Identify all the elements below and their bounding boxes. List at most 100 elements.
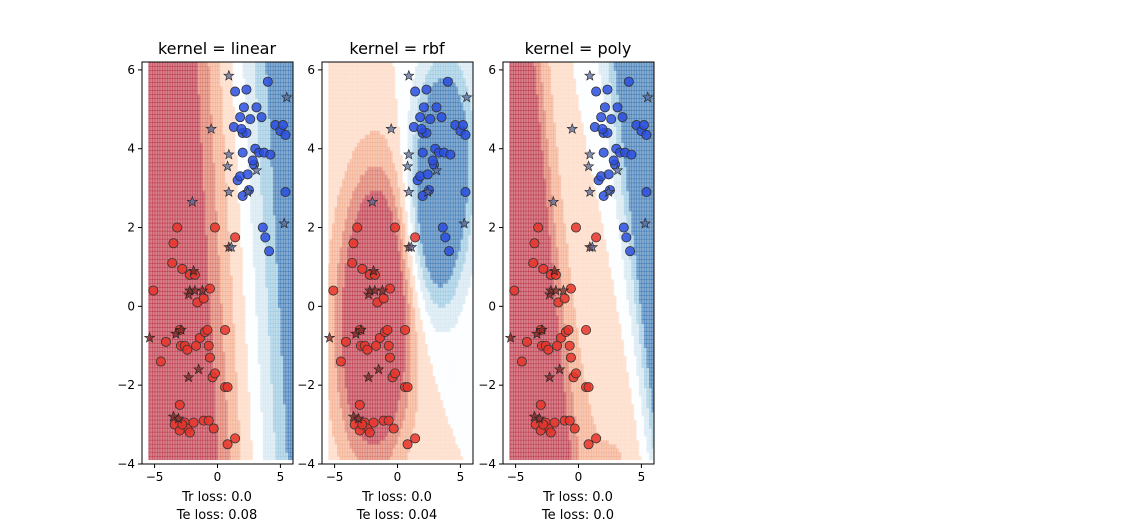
contour-cell bbox=[255, 98, 259, 103]
contour-cell bbox=[147, 411, 151, 417]
contour-cell bbox=[255, 118, 259, 123]
contour-cell bbox=[237, 267, 241, 272]
contour-cell bbox=[179, 275, 183, 280]
contour-cell bbox=[197, 246, 201, 252]
contour-cell bbox=[237, 138, 241, 143]
contour-cell bbox=[247, 407, 251, 413]
contour-cell bbox=[204, 190, 209, 196]
contour-cell bbox=[262, 74, 266, 79]
contour-cell bbox=[262, 210, 266, 216]
contour-cell bbox=[179, 186, 183, 192]
contour-cell bbox=[174, 70, 178, 75]
contour-cell bbox=[199, 94, 203, 99]
contour-cell bbox=[159, 263, 163, 268]
contour-cell bbox=[184, 174, 188, 180]
contour-cell bbox=[199, 371, 203, 377]
contour-cell bbox=[207, 86, 211, 91]
contour-cell bbox=[152, 238, 156, 244]
contour-cell bbox=[262, 383, 266, 389]
contour-cell bbox=[204, 363, 209, 369]
contour-cell bbox=[157, 102, 161, 107]
contour-cell bbox=[182, 78, 186, 83]
contour-cell bbox=[207, 70, 211, 75]
contour-cell bbox=[209, 158, 214, 164]
contour-cell bbox=[192, 331, 196, 336]
contour-cell bbox=[245, 158, 249, 164]
contour-cell bbox=[197, 427, 201, 433]
contour-cell bbox=[159, 106, 163, 111]
contour-cell bbox=[199, 234, 203, 240]
contour-cell bbox=[184, 263, 188, 268]
contour-cell bbox=[164, 222, 168, 228]
contour-cell bbox=[197, 359, 201, 365]
contour-cell bbox=[184, 258, 188, 264]
contour-cell bbox=[255, 287, 259, 292]
contour-cell bbox=[147, 327, 151, 332]
contour-cell bbox=[154, 134, 158, 139]
contour-cell bbox=[167, 74, 171, 79]
contour-cell bbox=[257, 82, 261, 87]
contour-cell bbox=[217, 339, 221, 344]
contour-cell bbox=[179, 78, 183, 83]
contour-cell bbox=[225, 106, 229, 111]
contour-cell bbox=[237, 371, 241, 377]
contour-cell bbox=[217, 258, 221, 264]
contour-cell bbox=[167, 383, 171, 389]
contour-cell bbox=[265, 451, 269, 457]
contour-cell bbox=[240, 291, 244, 296]
contour-cell bbox=[240, 90, 244, 95]
contour-cell bbox=[154, 98, 158, 103]
contour-cell bbox=[209, 110, 214, 115]
contour-cell bbox=[232, 210, 236, 216]
contour-cell bbox=[247, 359, 251, 365]
contour-cell bbox=[164, 198, 168, 204]
contour-cell bbox=[182, 198, 186, 204]
contour-cell bbox=[260, 303, 264, 308]
contour-cell bbox=[199, 423, 203, 429]
contour-cell bbox=[182, 170, 186, 176]
contour-cell bbox=[240, 138, 244, 143]
contour-cell bbox=[189, 150, 193, 156]
contour-cell bbox=[184, 383, 188, 389]
contour-cell bbox=[179, 307, 183, 312]
contour-cell bbox=[240, 455, 244, 461]
contour-cell bbox=[182, 218, 186, 224]
contour-cell bbox=[167, 423, 171, 429]
contour-cell bbox=[240, 335, 244, 340]
contour-cell bbox=[237, 250, 241, 256]
contour-cell bbox=[237, 395, 241, 401]
contour-cell bbox=[192, 230, 196, 236]
contour-cell bbox=[265, 279, 269, 284]
contour-cell bbox=[262, 323, 266, 328]
contour-cell bbox=[169, 194, 173, 200]
contour-cell bbox=[164, 311, 168, 316]
contour-cell bbox=[214, 130, 219, 135]
contour-cell bbox=[159, 138, 163, 143]
contour-cell bbox=[199, 226, 203, 232]
contour-cell bbox=[222, 427, 226, 433]
contour-cell bbox=[227, 178, 231, 184]
contour-cell bbox=[212, 447, 216, 453]
contour-cell bbox=[157, 411, 161, 417]
contour-cell bbox=[212, 411, 216, 417]
contour-cell bbox=[152, 263, 156, 268]
contour-cell bbox=[217, 391, 221, 397]
contour-cell bbox=[189, 242, 193, 248]
contour-cell bbox=[255, 218, 259, 224]
contour-cell bbox=[202, 238, 206, 244]
contour-cell bbox=[162, 214, 166, 220]
contour-cell bbox=[222, 194, 226, 200]
contour-cell bbox=[265, 431, 269, 437]
contour-cell bbox=[250, 395, 254, 401]
contour-cell bbox=[157, 258, 161, 264]
contour-cell bbox=[174, 359, 178, 365]
contour-cell bbox=[265, 254, 269, 260]
contour-cell bbox=[237, 419, 241, 425]
contour-cell bbox=[230, 451, 234, 457]
contour-cell bbox=[232, 258, 236, 264]
contour-cell bbox=[154, 222, 158, 228]
contour-cell bbox=[169, 186, 173, 192]
contour-cell bbox=[232, 222, 236, 228]
contour-cell bbox=[252, 210, 256, 216]
